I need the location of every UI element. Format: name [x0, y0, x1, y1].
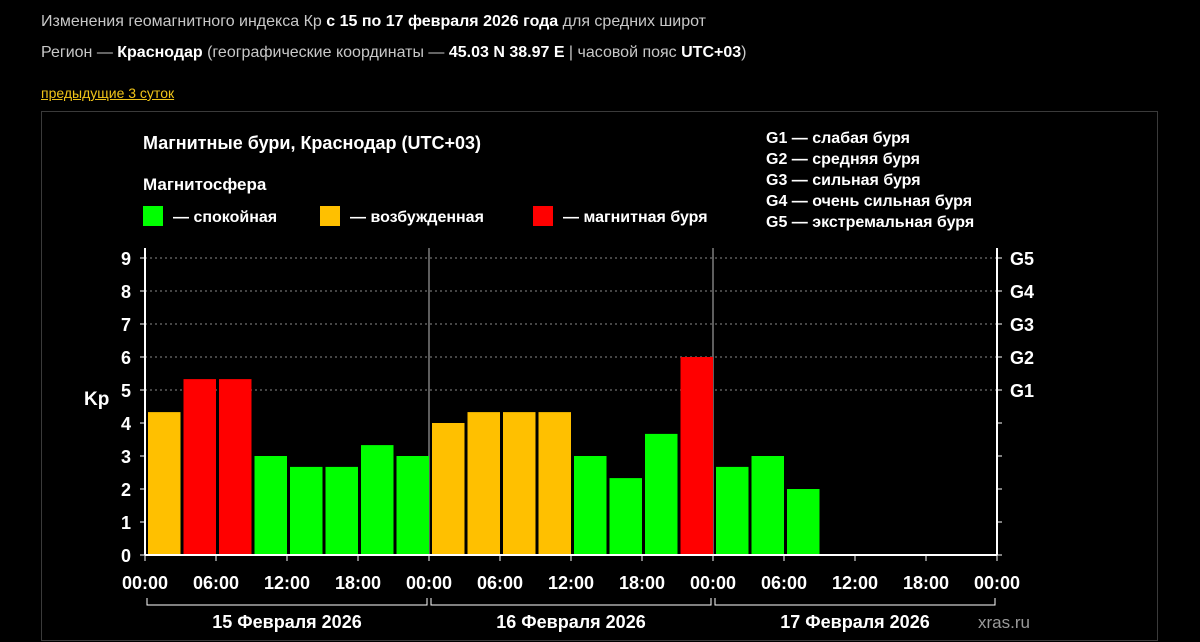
region-coords: 45.03 N 38.97 E: [448, 44, 565, 61]
x-tick-label: 06:00: [193, 573, 239, 593]
plot-area: 0 1 2 3 4 5 6 7 8 9 G1 G2 G3 G4 G5 00:00 06:00 12:00 18:00…: [121, 248, 1034, 632]
kp-bar: [538, 412, 571, 555]
page-heading: Изменения геомагнитного индекса Кр с 15 …: [41, 13, 706, 31]
day-label: 16 Февраля 2026: [496, 612, 645, 632]
kp-bar: [503, 412, 536, 555]
kp-bar: [716, 466, 749, 555]
storm-scale-item: G4 — очень сильная буря: [766, 193, 972, 210]
y-tick-label: 8: [121, 282, 131, 302]
x-tick-label: 18:00: [619, 573, 665, 593]
y-tick-label: 6: [121, 348, 131, 368]
heading-date-range: с 15 по 17 февраля 2026 года: [326, 13, 559, 30]
g-level-label: G3: [1010, 315, 1034, 335]
watermark: xras.ru: [978, 613, 1030, 632]
day-label: 17 Февраля 2026: [780, 612, 929, 632]
chart-frame: Магнитные бури, Краснодар (UTC+03) Магни…: [41, 111, 1158, 641]
day-bracket: [430, 598, 712, 606]
storm-scale-item: G2 — средняя буря: [766, 151, 920, 168]
x-tick-label: 12:00: [832, 573, 878, 593]
x-tick-label: 06:00: [477, 573, 523, 593]
y-tick-label: 3: [121, 447, 131, 467]
storm-scale-item: G1 — слабая буря: [766, 130, 910, 147]
x-tick-label: 00:00: [974, 573, 1020, 593]
g-level-label: G4: [1010, 282, 1034, 302]
y-tick-label: 1: [121, 513, 131, 533]
y-tick-label: 4: [121, 414, 131, 434]
x-tick-label: 12:00: [264, 573, 310, 593]
legend-label: — возбужденная: [350, 209, 484, 226]
kp-bar: [574, 456, 607, 555]
x-tick-label: 00:00: [122, 573, 168, 593]
region-name: Краснодар: [117, 44, 203, 61]
region-line: Регион — Краснодар (географические коорд…: [41, 44, 746, 62]
kp-bar: [396, 456, 429, 555]
y-tick-label: 5: [121, 381, 131, 401]
day-label: 15 Февраля 2026: [212, 612, 361, 632]
kp-bar: [609, 478, 642, 555]
legend-swatch: [533, 206, 553, 226]
kp-bar: [325, 466, 358, 555]
x-tick-label: 00:00: [406, 573, 452, 593]
legend-swatch: [143, 206, 163, 226]
g-level-label: G1: [1010, 381, 1034, 401]
kp-bar: [751, 456, 784, 555]
x-tick-label: 18:00: [903, 573, 949, 593]
heading-prefix: Изменения геомагнитного индекса Кр: [41, 13, 327, 30]
legend: — спокойная — возбужденная — магнитная бур…: [143, 206, 708, 226]
x-tick-label: 00:00: [690, 573, 736, 593]
kp-chart: Магнитные бури, Краснодар (UTC+03) Магни…: [84, 130, 1034, 632]
chart-title: Магнитные бури, Краснодар (UTC+03): [143, 133, 481, 153]
y-tick-label: 7: [121, 315, 131, 335]
previous-3-days-link[interactable]: предыдущие 3 суток: [41, 85, 175, 101]
day-bracket: [146, 598, 428, 606]
x-tick-label: 12:00: [548, 573, 594, 593]
kp-bar: [787, 489, 820, 555]
kp-bar: [645, 433, 678, 555]
y-tick-label: 0: [121, 546, 131, 566]
g-level-label: G5: [1010, 249, 1034, 269]
heading-suffix: для средних широт: [558, 13, 706, 30]
region-prefix: Регион —: [41, 44, 118, 61]
storm-scale-item: G3 — сильная буря: [766, 172, 921, 189]
kp-bar: [219, 379, 252, 555]
kp-bar: [467, 412, 500, 555]
legend-title: Магнитосфера: [143, 175, 267, 194]
day-bracket: [714, 598, 996, 606]
kp-bar: [148, 412, 181, 555]
kp-bar: [432, 423, 465, 555]
kp-bar: [254, 456, 287, 555]
y-axis-label: Kp: [84, 389, 109, 410]
kp-bar: [290, 466, 323, 555]
x-tick-label: 06:00: [761, 573, 807, 593]
y-tick-label: 9: [121, 249, 131, 269]
kp-bar: [361, 445, 394, 555]
region-end: ): [741, 44, 747, 61]
storm-scale-item: G5 — экстремальная буря: [766, 214, 974, 231]
legend-label: — магнитная буря: [563, 209, 708, 226]
g-level-label: G2: [1010, 348, 1034, 368]
region-mid: (географические координаты —: [202, 44, 449, 61]
kp-bar: [183, 379, 216, 555]
legend-swatch: [320, 206, 340, 226]
y-tick-label: 2: [121, 480, 131, 500]
storm-scale-legend: G1 — слабая буря G2 — средняя буря G3 — си…: [766, 130, 974, 231]
legend-label: — спокойная: [173, 209, 277, 226]
kp-bar: [680, 357, 713, 555]
x-tick-label: 18:00: [335, 573, 381, 593]
region-timezone: UTC+03: [681, 44, 742, 61]
region-sep: | часовой пояс: [564, 44, 682, 61]
